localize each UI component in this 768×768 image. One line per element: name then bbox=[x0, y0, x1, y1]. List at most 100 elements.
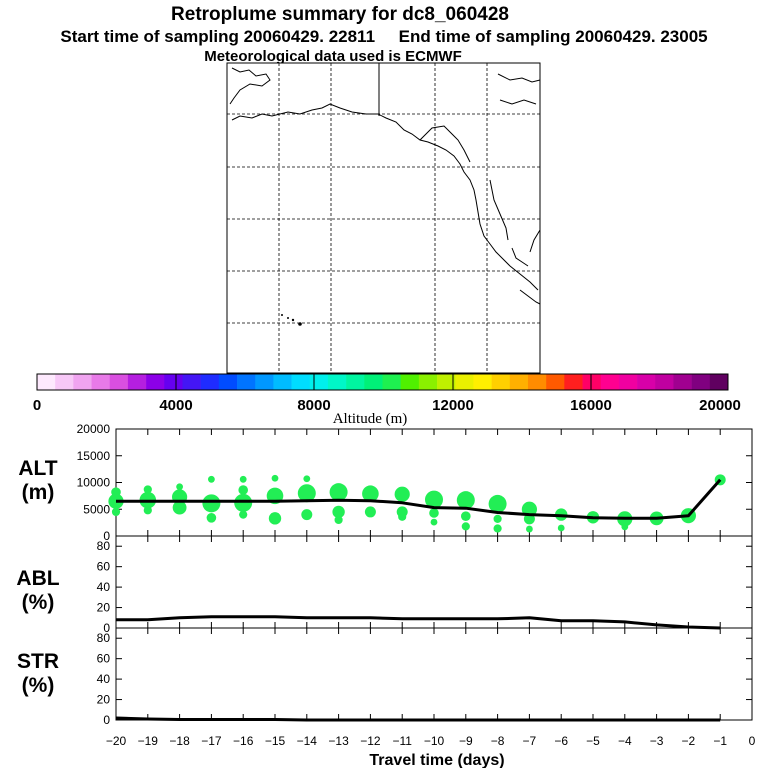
colorbar-swatch bbox=[382, 374, 401, 390]
plume-cluster-dot bbox=[557, 524, 565, 532]
x-tick-label: −9 bbox=[459, 734, 473, 748]
colorbar-swatch bbox=[255, 374, 274, 390]
x-tick-label: −13 bbox=[328, 734, 349, 748]
y-tick-label: 20 bbox=[97, 601, 111, 615]
colorbar-swatch bbox=[491, 374, 511, 390]
x-tick-label: −16 bbox=[233, 734, 254, 748]
x-tick-label: −18 bbox=[169, 734, 190, 748]
plume-cluster-dot bbox=[202, 494, 221, 513]
colorbar-swatch bbox=[182, 374, 201, 390]
time-series-panels: 05000100001500020000ALT(m)020406080ABL(%… bbox=[16, 422, 755, 748]
y-tick-label: 0 bbox=[103, 529, 110, 543]
colorbar-swatch bbox=[655, 374, 674, 390]
colorbar-swatch bbox=[673, 374, 692, 390]
retroplume-map bbox=[226, 62, 541, 374]
plume-cluster-dot bbox=[461, 522, 470, 531]
sampling-times: Start time of sampling 20060429. 22811 E… bbox=[60, 27, 707, 46]
colorbar-swatch bbox=[473, 374, 492, 390]
x-tick-label: −12 bbox=[360, 734, 381, 748]
panel-label: ABL bbox=[16, 567, 59, 590]
colorbar-tick-label: 16000 bbox=[570, 397, 612, 414]
colorbar-swatch bbox=[109, 374, 129, 390]
panel-alt: 0 5000 10000 15000 20000 ALT(m) bbox=[18, 422, 753, 543]
colorbar-swatch bbox=[146, 374, 165, 390]
plume-cluster-dot bbox=[456, 491, 475, 510]
colorbar-swatch bbox=[418, 374, 438, 390]
colorbar-swatch bbox=[273, 374, 292, 390]
plume-cluster-dot bbox=[143, 485, 152, 494]
plume-cluster-dot bbox=[271, 474, 279, 482]
colorbar-swatch bbox=[564, 374, 583, 390]
y-tick-label: 15000 bbox=[77, 449, 111, 463]
plume-cluster-dot bbox=[111, 507, 121, 517]
x-tick-label: −7 bbox=[523, 734, 537, 748]
colorbar-swatch bbox=[237, 374, 256, 390]
colorbar-swatch bbox=[364, 374, 383, 390]
met-data-line: Meteorological data used is ECMWF bbox=[204, 48, 462, 65]
plume-cluster-dot bbox=[425, 490, 443, 509]
colorbar-swatch bbox=[400, 374, 420, 390]
x-tick-label: −10 bbox=[424, 734, 445, 748]
y-tick-label: 5000 bbox=[83, 502, 110, 516]
plume-cluster-dot bbox=[364, 506, 376, 518]
plume-cluster-dot bbox=[172, 500, 187, 515]
plume-cluster-dot bbox=[621, 523, 629, 531]
y-tick-label: 60 bbox=[97, 652, 111, 666]
x-tick-label: −6 bbox=[554, 734, 568, 748]
colorbar-swatch bbox=[37, 374, 56, 390]
y-tick-label: 60 bbox=[97, 560, 111, 574]
x-tick-label: −8 bbox=[491, 734, 505, 748]
y-tick-label: 10000 bbox=[77, 476, 111, 490]
series-line bbox=[115, 716, 721, 722]
plume-cluster-dot bbox=[111, 487, 121, 497]
plume-cluster-dot bbox=[143, 506, 152, 515]
x-tick-label: −1 bbox=[713, 734, 727, 748]
panel-label: (%) bbox=[22, 591, 55, 614]
plume-cluster-dot bbox=[234, 493, 253, 512]
plume-cluster-dot bbox=[329, 483, 348, 502]
colorbar-swatch bbox=[291, 374, 311, 390]
x-tick-label: −3 bbox=[650, 734, 664, 748]
map-coastlines bbox=[229, 67, 541, 305]
panel-label: (%) bbox=[22, 674, 55, 697]
x-tick-label: −19 bbox=[138, 734, 159, 748]
y-tick-label: 20 bbox=[97, 693, 111, 707]
map-frame bbox=[226, 62, 541, 374]
x-tick-label: −15 bbox=[265, 734, 286, 748]
plume-cluster-dot bbox=[394, 486, 410, 502]
x-tick-label: −11 bbox=[392, 734, 412, 748]
colorbar-swatch bbox=[637, 374, 656, 390]
colorbar-swatch bbox=[327, 374, 347, 390]
colorbar-swatch bbox=[346, 374, 365, 390]
panel-str: 0 20 40 60 80 STR(%) bbox=[17, 627, 753, 727]
plume-cluster-dot bbox=[238, 485, 248, 495]
colorbar-swatch bbox=[437, 374, 456, 390]
y-tick-label: 80 bbox=[97, 539, 111, 553]
y-tick-label: 40 bbox=[97, 672, 111, 686]
colorbar-swatch bbox=[582, 374, 602, 390]
plume-cluster-dot bbox=[493, 514, 502, 523]
colorbar-swatch bbox=[73, 374, 92, 390]
plume-cluster-dot bbox=[332, 505, 345, 519]
plume-cluster-dot bbox=[488, 494, 507, 513]
colorbar-swatch bbox=[127, 374, 147, 390]
y-tick-label: 80 bbox=[97, 631, 111, 645]
colorbar-swatch bbox=[164, 374, 183, 390]
colorbar-tick-label: 8000 bbox=[297, 397, 330, 414]
colorbar-swatch bbox=[509, 374, 529, 390]
y-tick-label: 0 bbox=[103, 713, 110, 727]
colorbar-swatch bbox=[455, 374, 474, 390]
x-tick-label: −5 bbox=[586, 734, 600, 748]
colorbar-swatch bbox=[546, 374, 565, 390]
colorbar-swatch bbox=[309, 374, 329, 390]
plume-cluster-dot bbox=[297, 484, 316, 503]
x-tick-label: −4 bbox=[618, 734, 632, 748]
plume-cluster-dot bbox=[206, 513, 217, 523]
y-tick-label: 20000 bbox=[77, 422, 111, 436]
colorbar-swatch bbox=[709, 374, 729, 390]
colorbar-tick-label: 4000 bbox=[159, 397, 192, 414]
series-line bbox=[116, 478, 722, 520]
plume-cluster-dot bbox=[239, 475, 247, 483]
colorbar-swatch bbox=[55, 374, 74, 390]
